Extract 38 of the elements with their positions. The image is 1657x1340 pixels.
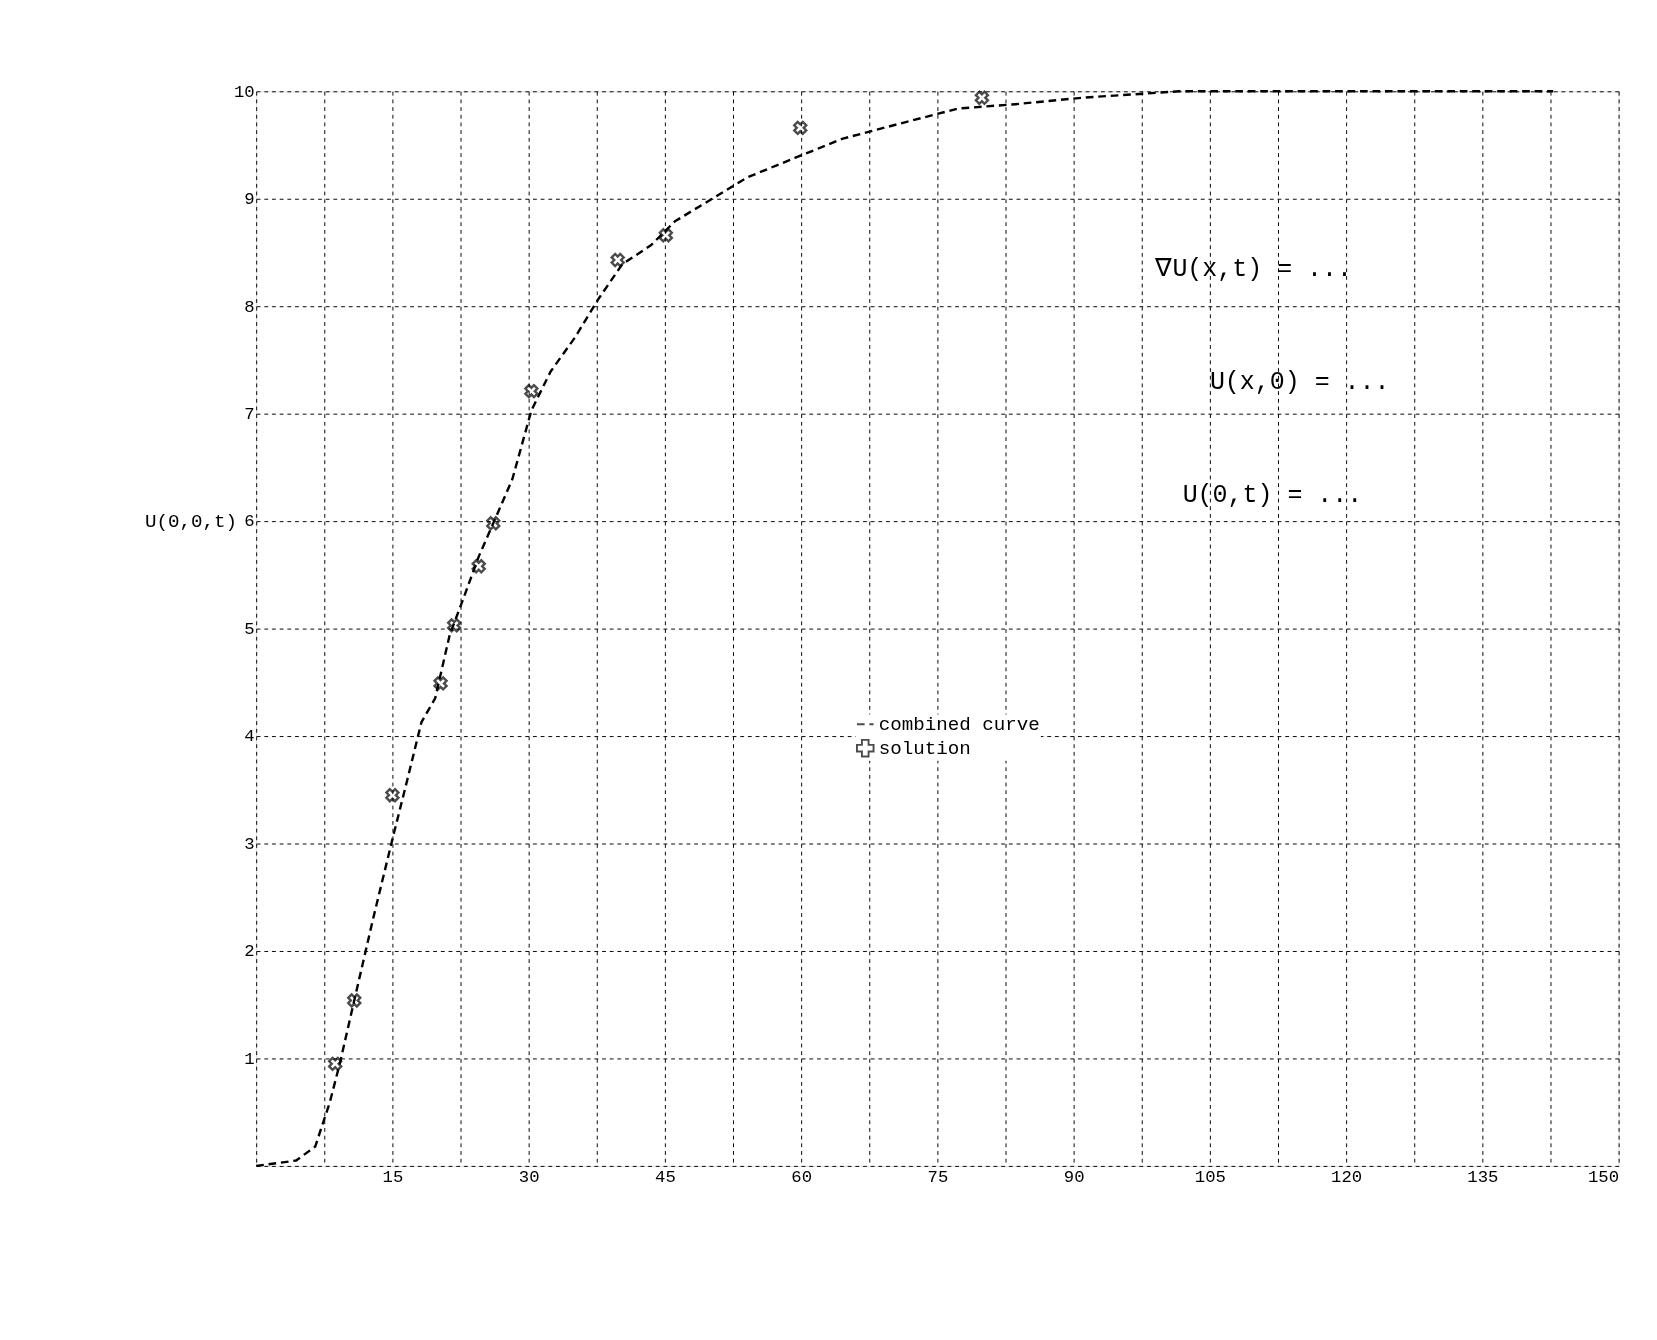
point: [658, 228, 674, 243]
point: [385, 787, 400, 803]
x-tick-label: 135: [1467, 1167, 1499, 1187]
point: [610, 252, 625, 268]
point: [486, 516, 501, 531]
x-tick-label: 30: [518, 1167, 540, 1187]
x-tick-label: 75: [927, 1167, 949, 1187]
point: [471, 559, 486, 574]
x-tick-label: 15: [382, 1167, 404, 1187]
x-tick-label: 150: [1588, 1167, 1620, 1187]
annotation: U(0,t) = ...: [1182, 480, 1363, 509]
point: [974, 90, 990, 105]
annotation: U(x,0) = ...: [1209, 368, 1390, 397]
point: [446, 618, 462, 633]
x-tick-label: 90: [1063, 1167, 1085, 1187]
y-tick-label: 8: [244, 297, 255, 317]
legend-label: combined curve: [878, 713, 1040, 736]
y-tick-label: 1: [244, 1049, 255, 1069]
point: [327, 1056, 343, 1072]
y-axis-title: U(0,0,t): [144, 510, 237, 533]
x-tick-label: 105: [1194, 1167, 1226, 1187]
point: [433, 676, 448, 691]
y-tick-label: 6: [244, 512, 255, 532]
point: [524, 383, 539, 399]
y-tick-label: 3: [244, 834, 255, 854]
y-tick-label: 5: [244, 619, 255, 639]
x-tick-label: 45: [655, 1167, 676, 1187]
y-tick-label: 10: [234, 82, 255, 102]
point: [347, 993, 362, 1008]
annotation: ∇U(x,t) = ...: [1154, 255, 1352, 284]
y-tick-label: 7: [244, 404, 255, 424]
y-tick-label: 9: [244, 190, 255, 210]
x-tick-label: 120: [1331, 1167, 1363, 1187]
y-tick-label: 4: [244, 727, 255, 747]
legend-label: solution: [878, 737, 971, 760]
x-tick-label: 60: [791, 1167, 812, 1187]
point: [793, 120, 808, 136]
y-tick-label: 2: [244, 942, 255, 962]
